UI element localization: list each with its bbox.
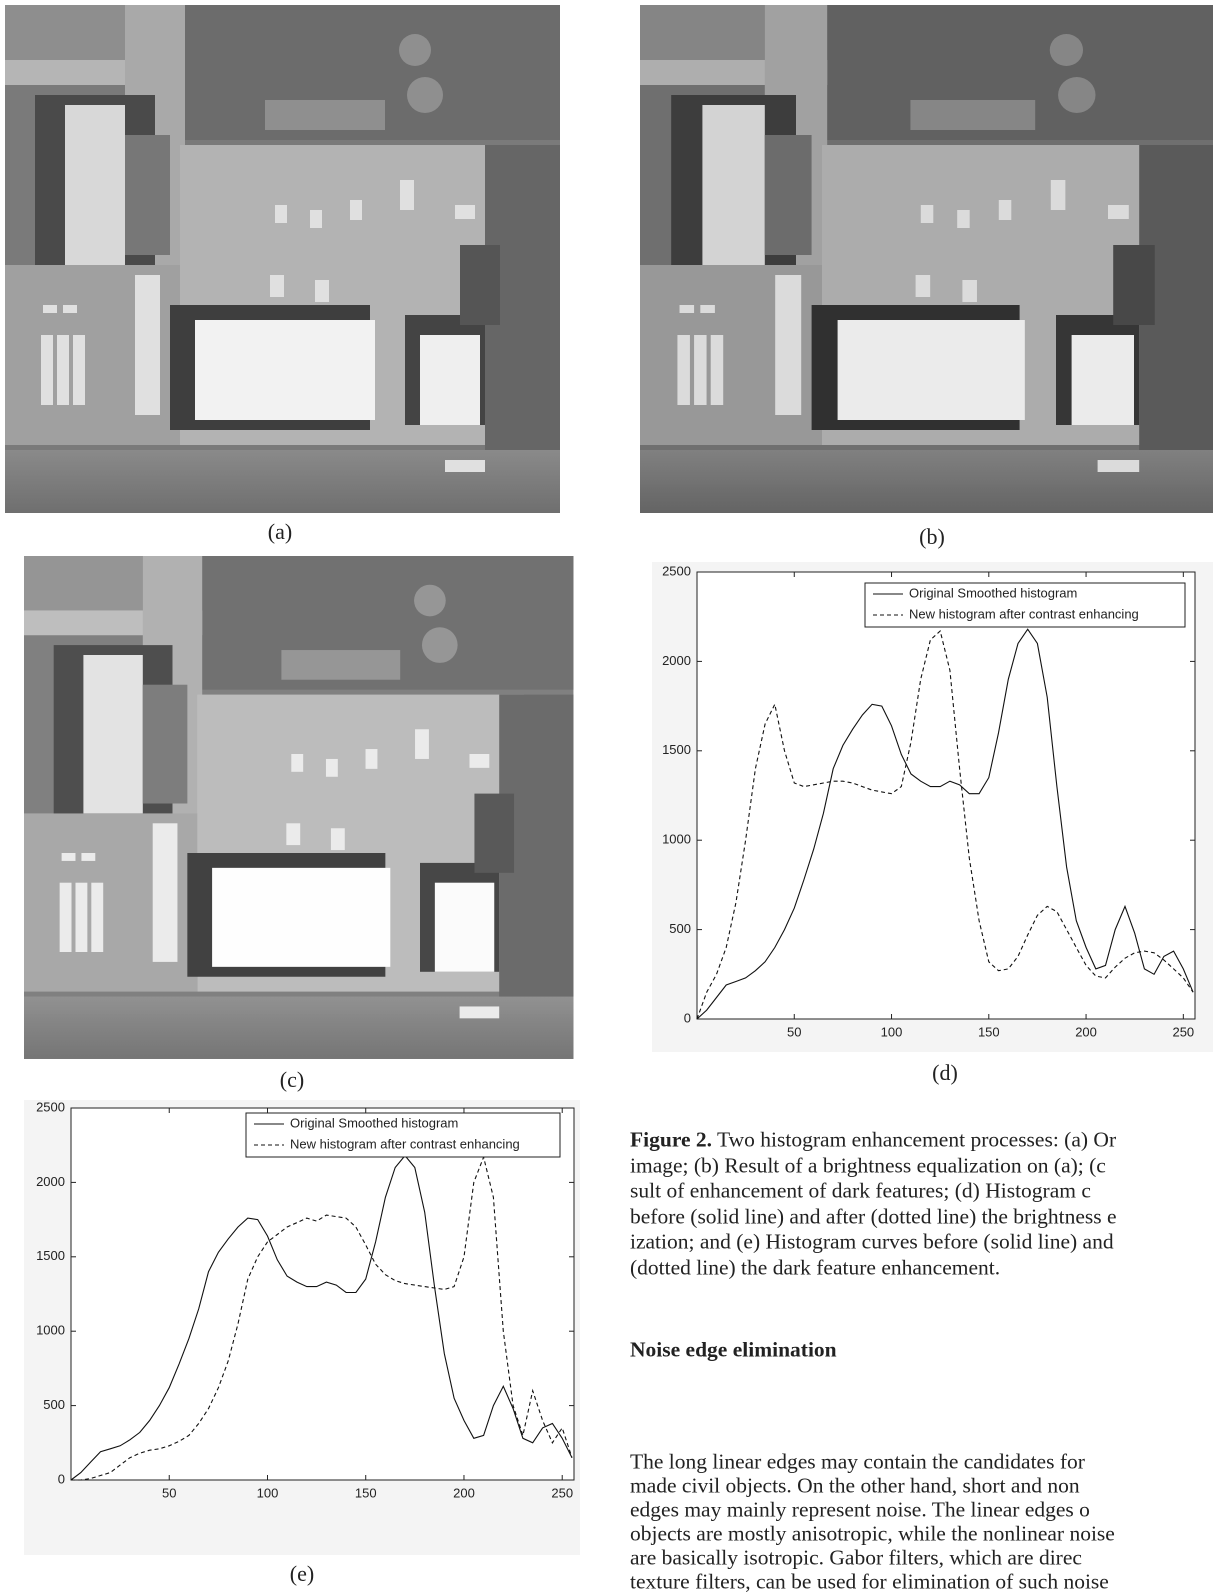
panel-label: (e)	[290, 1561, 314, 1587]
section-heading: Noise edge elimination	[630, 1338, 837, 1363]
paragraph-line: made civil objects. On the other hand, s…	[630, 1474, 1080, 1499]
paragraph-line: are basically isotropic. Gabor filters, …	[630, 1546, 1082, 1571]
caption-line: sult of enhancement of dark features; (d…	[630, 1179, 1091, 1204]
caption-line: Figure 2. Two histogram enhancement proc…	[630, 1128, 1116, 1153]
photo-c	[24, 556, 573, 1059]
panel-label: (c)	[280, 1067, 304, 1093]
photo-b	[640, 5, 1213, 513]
legend-label: New histogram after contrast enhancing	[290, 1136, 520, 1151]
panel-label: (a)	[268, 519, 292, 545]
y-tick-label: 1000	[662, 832, 691, 847]
y-tick-label: 0	[684, 1010, 691, 1025]
y-tick-label: 500	[43, 1397, 65, 1412]
paragraph-line: The long linear edges may contain the ca…	[630, 1450, 1085, 1475]
caption-line: before (solid line) and after (dotted li…	[630, 1204, 1117, 1229]
y-tick-label: 500	[669, 921, 691, 936]
legend-label: Original Smoothed histogram	[909, 585, 1077, 600]
y-tick-label: 1000	[36, 1323, 65, 1338]
caption-line: (dotted line) the dark feature enhanceme…	[630, 1255, 1000, 1280]
paragraph-line: edges may mainly represent noise. The li…	[630, 1498, 1090, 1523]
caption-line: image; (b) Result of a brightness equali…	[630, 1153, 1106, 1178]
page-art: 5010015020025005001000150020002500Origin…	[0, 0, 1213, 1584]
x-tick-label: 50	[162, 1485, 176, 1500]
legend-label: New histogram after contrast enhancing	[909, 606, 1139, 621]
x-tick-label: 150	[978, 1024, 1000, 1039]
caption-label: Figure 2.	[630, 1128, 712, 1152]
x-tick-label: 250	[1172, 1024, 1194, 1039]
caption-line: ization; and (e) Histogram curves before…	[630, 1230, 1114, 1255]
paragraph-line: texture filters, can be used for elimina…	[630, 1570, 1109, 1595]
page: {"figure": {"panels": ["(a)", "(b)", "(c…	[0, 0, 1213, 1584]
y-tick-label: 2500	[36, 1099, 65, 1114]
x-tick-label: 250	[551, 1485, 573, 1500]
y-tick-label: 1500	[662, 742, 691, 757]
legend-label: Original Smoothed histogram	[290, 1115, 458, 1130]
x-tick-label: 100	[257, 1485, 279, 1500]
x-tick-label: 100	[881, 1024, 903, 1039]
x-tick-label: 200	[1075, 1024, 1097, 1039]
caption-text: Two histogram enhancement processes: (a)…	[717, 1128, 1116, 1152]
y-tick-label: 0	[58, 1471, 65, 1486]
panel-label: (b)	[919, 524, 945, 550]
paragraph-line: objects are mostly anisotropic, while th…	[630, 1522, 1115, 1547]
x-tick-label: 50	[787, 1024, 801, 1039]
y-tick-label: 2500	[662, 563, 691, 578]
photo-a	[5, 5, 560, 513]
x-tick-label: 150	[355, 1485, 377, 1500]
y-tick-label: 2000	[662, 653, 691, 668]
panel-label: (d)	[932, 1060, 958, 1086]
y-tick-label: 2000	[36, 1174, 65, 1189]
x-tick-label: 200	[453, 1485, 475, 1500]
y-tick-label: 1500	[36, 1248, 65, 1263]
